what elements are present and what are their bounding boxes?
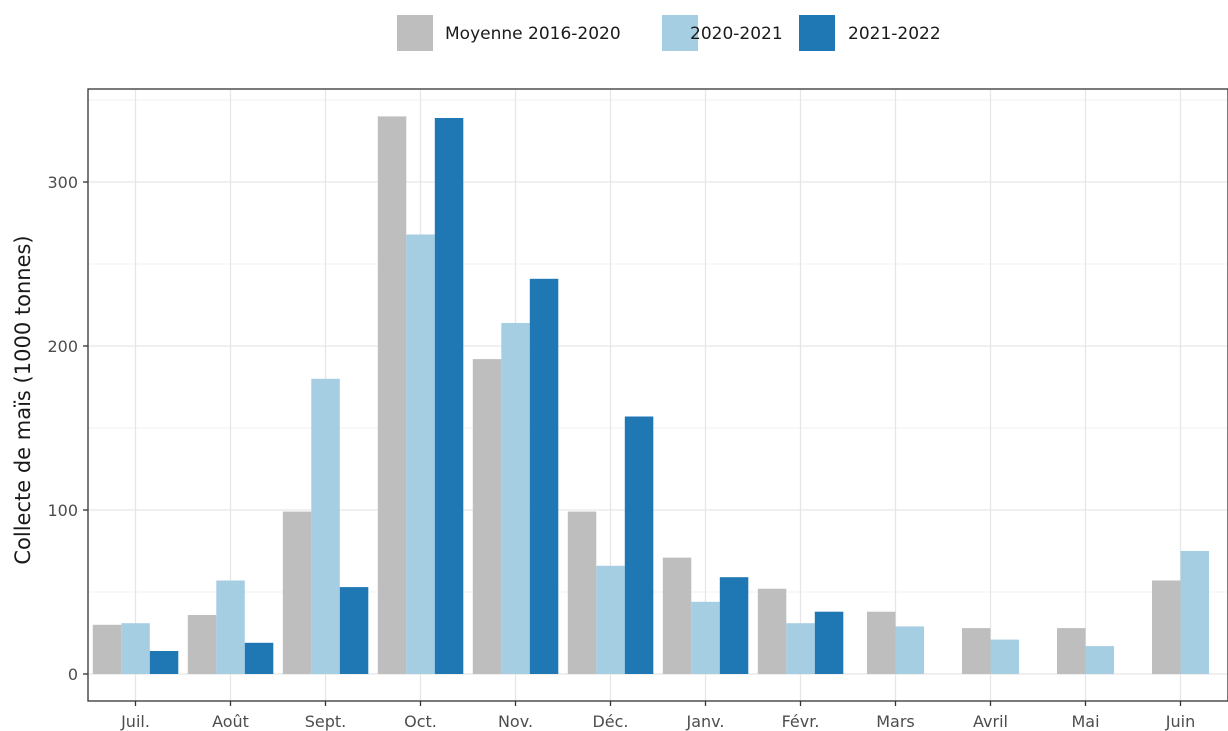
legend-key	[799, 15, 835, 51]
y-tick-label: 0	[68, 665, 78, 684]
bar-déc-2021-2022	[624, 416, 654, 674]
y-tick-label: 300	[47, 173, 78, 192]
bar-juin-moyenne-2016-2020	[1152, 580, 1181, 674]
bar-juil-2020-2021	[121, 623, 150, 674]
bar-mai-moyenne-2016-2020	[1057, 628, 1086, 674]
bar-mars-moyenne-2016-2020	[867, 611, 896, 674]
bar-févr-2021-2022	[814, 611, 844, 674]
bar-juil-2021-2022	[149, 651, 179, 674]
bar-mai-2020-2021	[1085, 646, 1114, 674]
bar-sept-2020-2021	[311, 378, 340, 674]
bar-nov-moyenne-2016-2020	[472, 359, 502, 674]
x-tick-label: Janv.	[686, 712, 725, 731]
legend-label: Moyenne 2016-2020	[445, 24, 621, 44]
bar-sept-moyenne-2016-2020	[282, 511, 312, 674]
x-tick-label: Mars	[876, 712, 915, 731]
bar-janv-2020-2021	[691, 601, 720, 674]
y-axis-title: Collecte de maïs (1000 tonnes)	[11, 235, 35, 564]
x-tick-label: Févr.	[782, 712, 820, 731]
bar-juil-moyenne-2016-2020	[92, 624, 122, 674]
bar-févr-2020-2021	[786, 623, 815, 674]
legend-label: 2021-2022	[848, 24, 941, 44]
legend-label: 2020-2021	[690, 24, 783, 44]
x-tick-label: Oct.	[404, 712, 437, 731]
x-axis: Juil. Août Sept. Oct. Nov. Déc. Janv. Févr. Mars…	[120, 701, 1195, 731]
bar-juin-2020-2021	[1180, 551, 1209, 674]
bar-oct-moyenne-2016-2020	[377, 116, 407, 674]
bar-sept-2021-2022	[339, 587, 369, 674]
bar-déc-moyenne-2016-2020	[567, 511, 597, 674]
bar-oct-2021-2022	[434, 118, 464, 674]
x-tick-label: Déc.	[592, 712, 628, 731]
x-tick-label: Juin	[1165, 712, 1195, 731]
bars	[92, 116, 1209, 674]
bar-déc-2020-2021	[596, 565, 625, 674]
x-tick-label: Juil.	[120, 712, 150, 731]
x-tick-label: Mai	[1071, 712, 1099, 731]
bar-avril-2020-2021	[990, 639, 1019, 674]
bar-janv-moyenne-2016-2020	[662, 557, 692, 674]
bar-févr-moyenne-2016-2020	[757, 588, 787, 674]
legend-key	[662, 15, 698, 51]
bar-nov-2020-2021	[501, 323, 530, 674]
x-tick-label: Août	[212, 712, 249, 731]
legend: Moyenne 2016-2020 2020-2021 2021-2022	[397, 15, 941, 51]
bar-août-moyenne-2016-2020	[187, 615, 217, 674]
y-tick-label: 100	[47, 501, 78, 520]
plot-frame	[87, 88, 1228, 702]
bar-oct-2020-2021	[406, 234, 435, 674]
x-tick-label: Nov.	[498, 712, 533, 731]
bar-nov-2021-2022	[529, 278, 559, 674]
x-tick-label: Sept.	[305, 712, 347, 731]
y-tick-label: 200	[47, 337, 78, 356]
grid-major	[88, 89, 1228, 701]
x-tick-label: Avril	[973, 712, 1008, 731]
y-axis: 0 100 200 300	[47, 173, 88, 684]
legend-key	[397, 15, 433, 51]
bar-janv-2021-2022	[719, 577, 749, 674]
bar-août-2021-2022	[244, 642, 274, 674]
bar-avril-moyenne-2016-2020	[962, 628, 991, 674]
grid-minor	[88, 99, 1228, 593]
bar-mars-2020-2021	[895, 626, 924, 674]
bar-août-2020-2021	[216, 580, 245, 674]
